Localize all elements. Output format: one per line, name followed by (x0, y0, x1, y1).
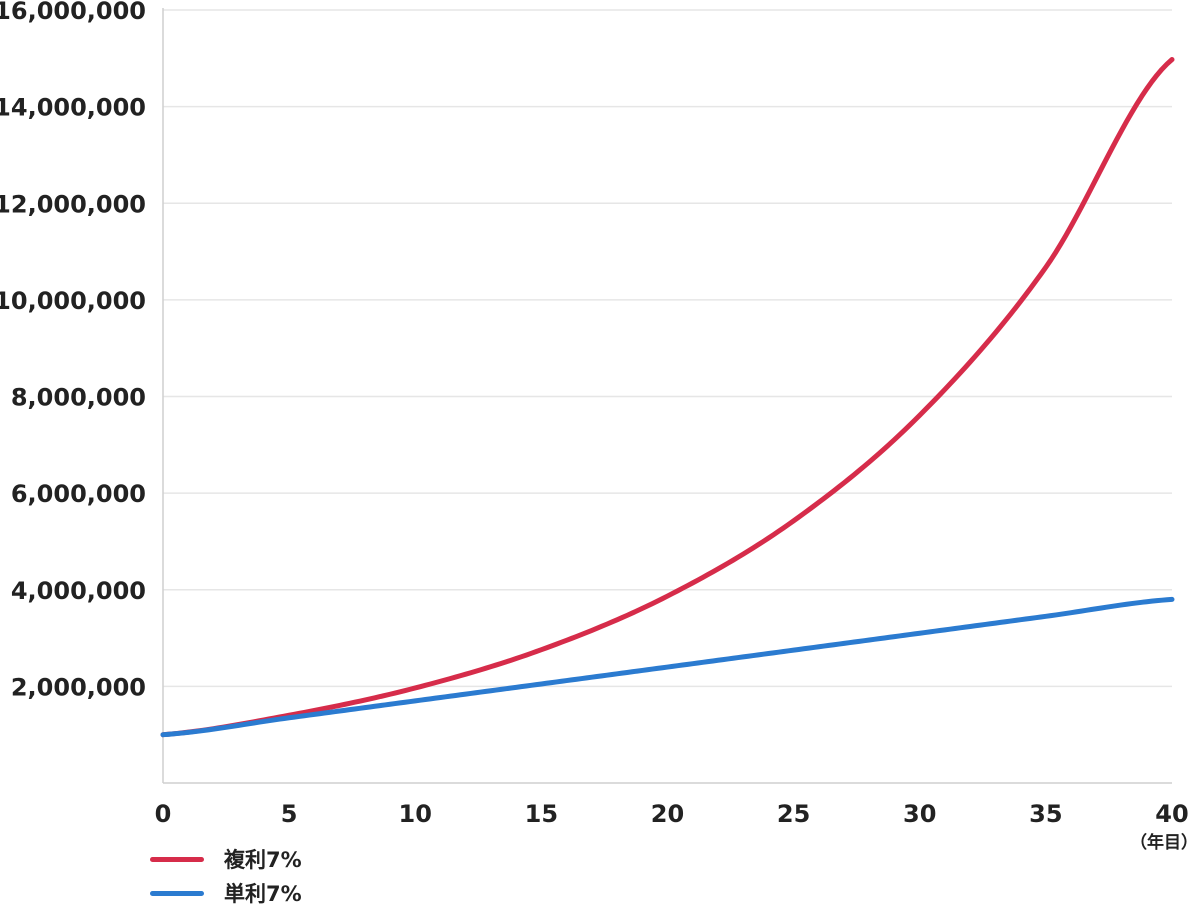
legend-swatch-simple (150, 890, 204, 896)
x-tick-label: 35 (1029, 800, 1062, 828)
legend-label-simple: 単利7% (224, 882, 302, 906)
legend-label-compound: 複利7% (224, 848, 302, 872)
y-tick-label: 12,000,000 (0, 190, 146, 218)
y-tick-label: 8,000,000 (11, 384, 146, 412)
x-unit-label: （年目） (1130, 832, 1198, 853)
x-tick-label: 10 (399, 800, 432, 828)
y-tick-label: 2,000,000 (11, 673, 146, 701)
legend-item-compound: 複利7% (150, 845, 302, 873)
series-line-simple (160, 596, 1175, 738)
x-tick-label: 15 (525, 800, 558, 828)
y-tick-label: 6,000,000 (11, 480, 146, 508)
x-tick-label: 20 (651, 800, 684, 828)
y-tick-label: 16,000,000 (0, 0, 146, 25)
y-tick-label: 14,000,000 (0, 94, 146, 122)
x-tick-label: 30 (903, 800, 936, 828)
x-tick-label: 40 (1155, 800, 1188, 828)
x-tick-label: 25 (777, 800, 810, 828)
series-line-compound (160, 57, 1175, 738)
y-tick-label: 10,000,000 (0, 287, 146, 315)
legend-item-simple: 単利7% (150, 879, 302, 907)
y-tick-label: 4,000,000 (11, 577, 146, 605)
legend: 複利7% 単利7% (150, 845, 302, 913)
x-tick-label: 5 (281, 800, 298, 828)
x-tick-label: 0 (155, 800, 172, 828)
legend-swatch-compound (150, 856, 204, 862)
